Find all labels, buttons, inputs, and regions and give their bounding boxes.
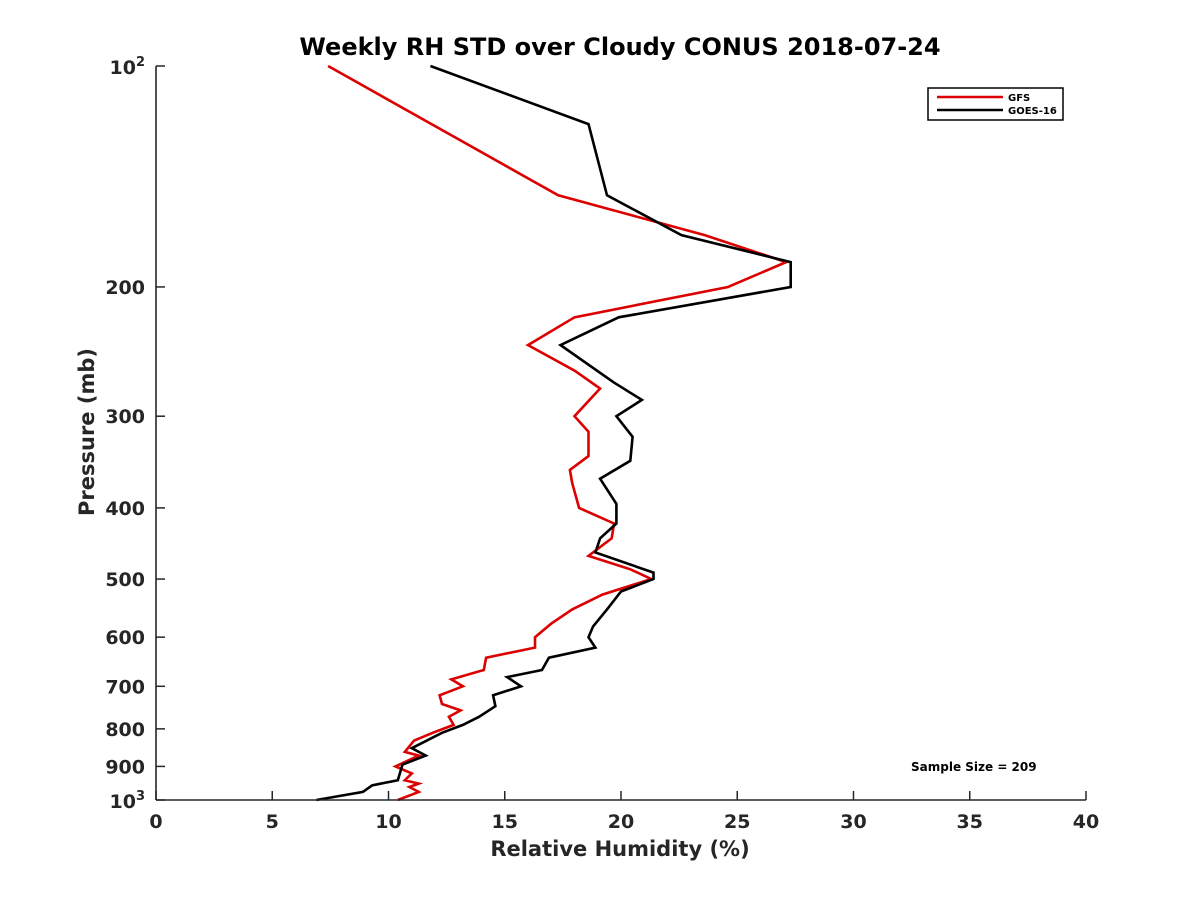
series-line-gfs [327,64,790,802]
legend-label-gfs: GFS [1008,93,1030,104]
x-tick-label: 20 [608,811,634,833]
x-tick-label: 40 [1073,811,1099,833]
y-tick-exponent: 2 [136,55,145,70]
y-tick-exponent: 3 [136,789,145,804]
x-tick-label: 5 [266,811,279,833]
legend: GFS GOES-16 [927,87,1064,121]
y-tick-base: 10 [110,57,136,79]
x-tick-label: 30 [840,811,866,833]
x-tick-label: 35 [957,811,983,833]
y-tick-label: 200 [105,277,145,299]
chart-title: Weekly RH STD over Cloudy CONUS 2018-07-… [299,33,940,61]
x-tick-label: 0 [149,811,162,833]
sample-size-annotation: Sample Size = 209 [911,760,1037,774]
axis-ticks: 0 5 10 15 20 25 30 35 40102200300400500600700800… [105,55,1099,833]
y-tick-label: 500 [105,569,145,591]
y-axis-label: Pressure (mb) [75,348,99,516]
x-axis-label: Relative Humidity (%) [490,837,749,861]
x-tick-label: 15 [492,811,518,833]
y-tick-base: 10 [110,791,136,813]
y-tick-label: 600 [105,627,145,649]
y-tick-label: 700 [105,676,145,698]
y-tick-label: 400 [105,498,145,520]
y-tick-label: 102 [110,55,146,79]
y-tick-label: 800 [105,719,145,741]
series-layer [316,64,793,802]
x-tick-label: 10 [375,811,401,833]
legend-box [927,87,1064,121]
y-tick-label: 103 [110,789,146,813]
x-tick-label: 25 [724,811,750,833]
series-line-goes16 [316,64,793,802]
legend-label-goes16: GOES-16 [1008,106,1057,117]
y-tick-label: 900 [105,756,145,778]
y-tick-label: 300 [105,406,145,428]
